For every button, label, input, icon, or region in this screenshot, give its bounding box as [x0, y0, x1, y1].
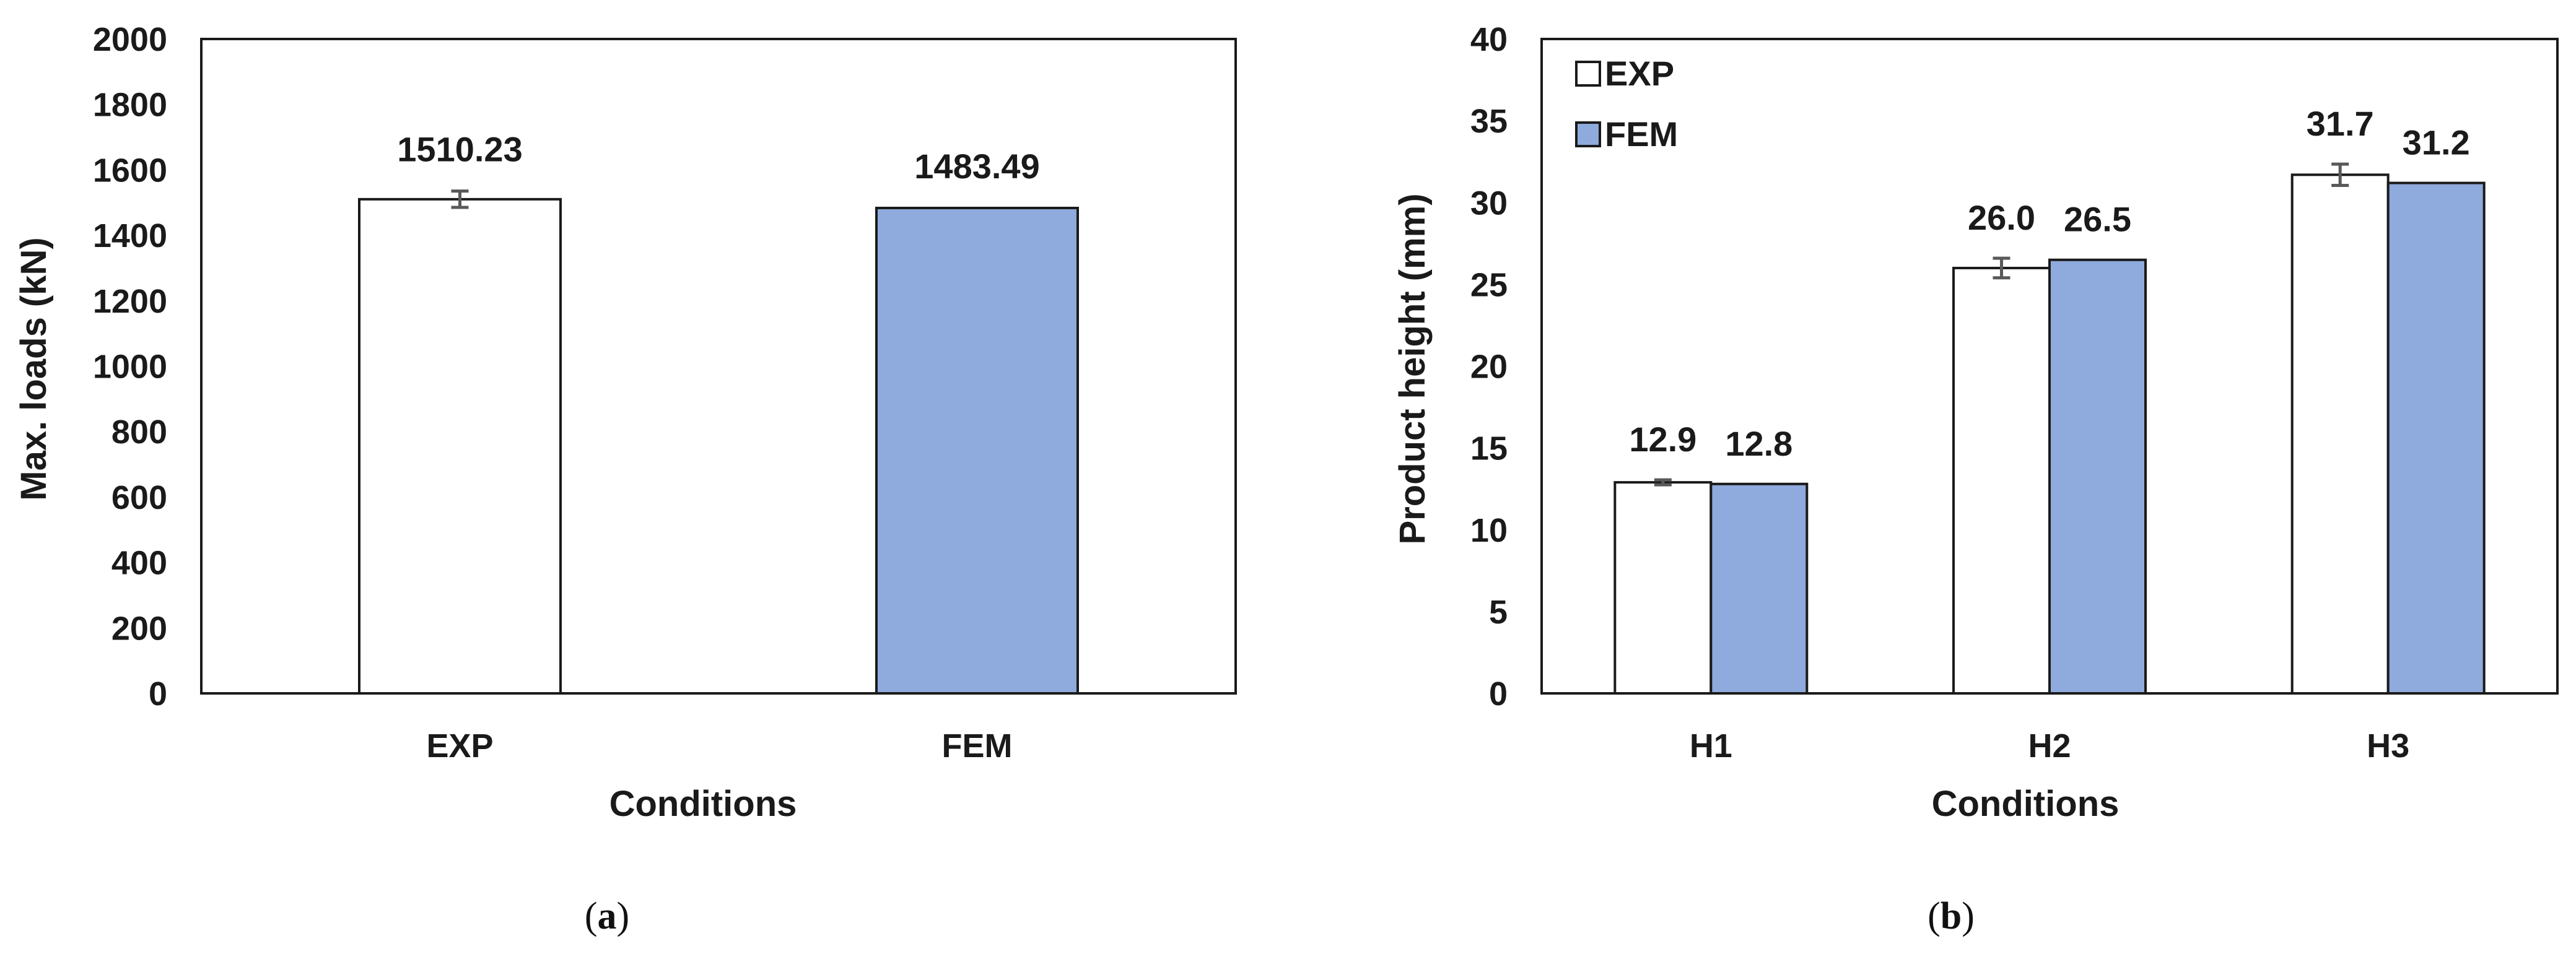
x-tick-label: H3 — [2367, 727, 2409, 765]
y-tick-labels-b: 0 5 10 15 20 25 30 35 40 — [1470, 21, 1508, 713]
caption-letter-b: b — [1941, 895, 1962, 937]
bar-exp-h3 — [2290, 173, 2390, 695]
y-axis-label-a: Max. loads (kN) — [14, 237, 54, 500]
y-tick-label: 30 — [1470, 184, 1508, 222]
y-tick-label: 20 — [1470, 349, 1508, 386]
data-label: 26.0 — [1968, 198, 2035, 237]
chart-panel-b: 0 5 10 15 20 25 30 35 40 12.9 12.8 26.0 26.5 31.7 31.… — [1392, 21, 2559, 937]
data-labels-b: 12.9 12.8 26.0 26.5 31.7 31.2 — [1629, 104, 2469, 463]
bar-fem-h1 — [1709, 482, 1809, 695]
data-labels-a: 1510.23 1483.49 — [397, 130, 1039, 186]
x-tick-labels-b: H1 H2 H3 — [1690, 727, 2409, 765]
data-label: 31.7 — [2307, 104, 2374, 143]
error-bars-a — [451, 189, 469, 209]
bar-exp — [358, 197, 562, 695]
data-label: 1483.49 — [914, 147, 1039, 186]
x-tick-label: H1 — [1690, 727, 1732, 765]
bar-fem — [875, 206, 1079, 695]
y-tick-label: 0 — [149, 675, 167, 713]
bars-a — [358, 197, 1079, 695]
y-tick-label: 10 — [1470, 512, 1508, 549]
data-label: 12.8 — [1725, 424, 1792, 463]
data-label: 1510.23 — [397, 130, 522, 169]
y-tick-label: 15 — [1470, 430, 1508, 467]
y-tick-label: 40 — [1470, 21, 1508, 58]
legend-swatch-fem — [1575, 121, 1601, 147]
caption-a: (a) — [585, 895, 629, 937]
y-tick-label: 0 — [1489, 675, 1508, 713]
x-axis-label-b: Conditions — [1932, 784, 2120, 824]
y-tick-label: 200 — [111, 610, 167, 647]
caption-b: (b) — [1928, 895, 1975, 937]
x-axis-label-a: Conditions — [609, 784, 797, 824]
y-tick-label: 1400 — [93, 217, 167, 254]
legend-swatch-exp — [1575, 61, 1601, 87]
y-tick-label: 35 — [1470, 103, 1508, 140]
legend: EXP FEM — [1575, 54, 1678, 154]
y-tick-label: 5 — [1489, 594, 1508, 631]
x-tick-labels-a: EXP FEM — [426, 727, 1012, 765]
data-label: 12.9 — [1629, 420, 1696, 459]
y-tick-label: 1000 — [93, 349, 167, 386]
bars-b — [1613, 173, 2486, 695]
legend-label-exp: EXP — [1605, 54, 1674, 93]
error-bars-b — [1654, 162, 2349, 487]
x-tick-label: FEM — [942, 727, 1013, 765]
bar-fem-h3 — [2386, 181, 2486, 695]
bar-exp-h1 — [1613, 481, 1713, 695]
x-tick-label: EXP — [426, 727, 493, 765]
bar-exp-h2 — [1952, 266, 2051, 695]
y-tick-label: 2000 — [93, 21, 167, 58]
y-tick-label: 25 — [1470, 266, 1508, 303]
caption-letter-a: a — [598, 895, 617, 937]
plot-area-a — [200, 38, 1237, 695]
y-tick-label: 400 — [111, 545, 167, 582]
bar-fem-h2 — [2048, 258, 2147, 695]
chart-panel-a: 0 200 400 600 800 1000 1200 1400 1600 1800 2000 15… — [14, 21, 1237, 937]
y-tick-label: 1600 — [93, 152, 167, 189]
y-tick-label: 800 — [111, 414, 167, 451]
data-label: 26.5 — [2064, 200, 2131, 239]
data-label: 31.2 — [2403, 123, 2470, 162]
y-axis-label-b: Product height (mm) — [1392, 193, 1433, 544]
y-tick-label: 600 — [111, 479, 167, 516]
x-tick-label: H2 — [2028, 727, 2071, 765]
y-tick-label: 1200 — [93, 283, 167, 320]
legend-label-fem: FEM — [1605, 115, 1678, 154]
y-tick-label: 1800 — [93, 87, 167, 124]
y-tick-labels-a: 0 200 400 600 800 1000 1200 1400 1600 1800 2000 — [93, 21, 167, 713]
